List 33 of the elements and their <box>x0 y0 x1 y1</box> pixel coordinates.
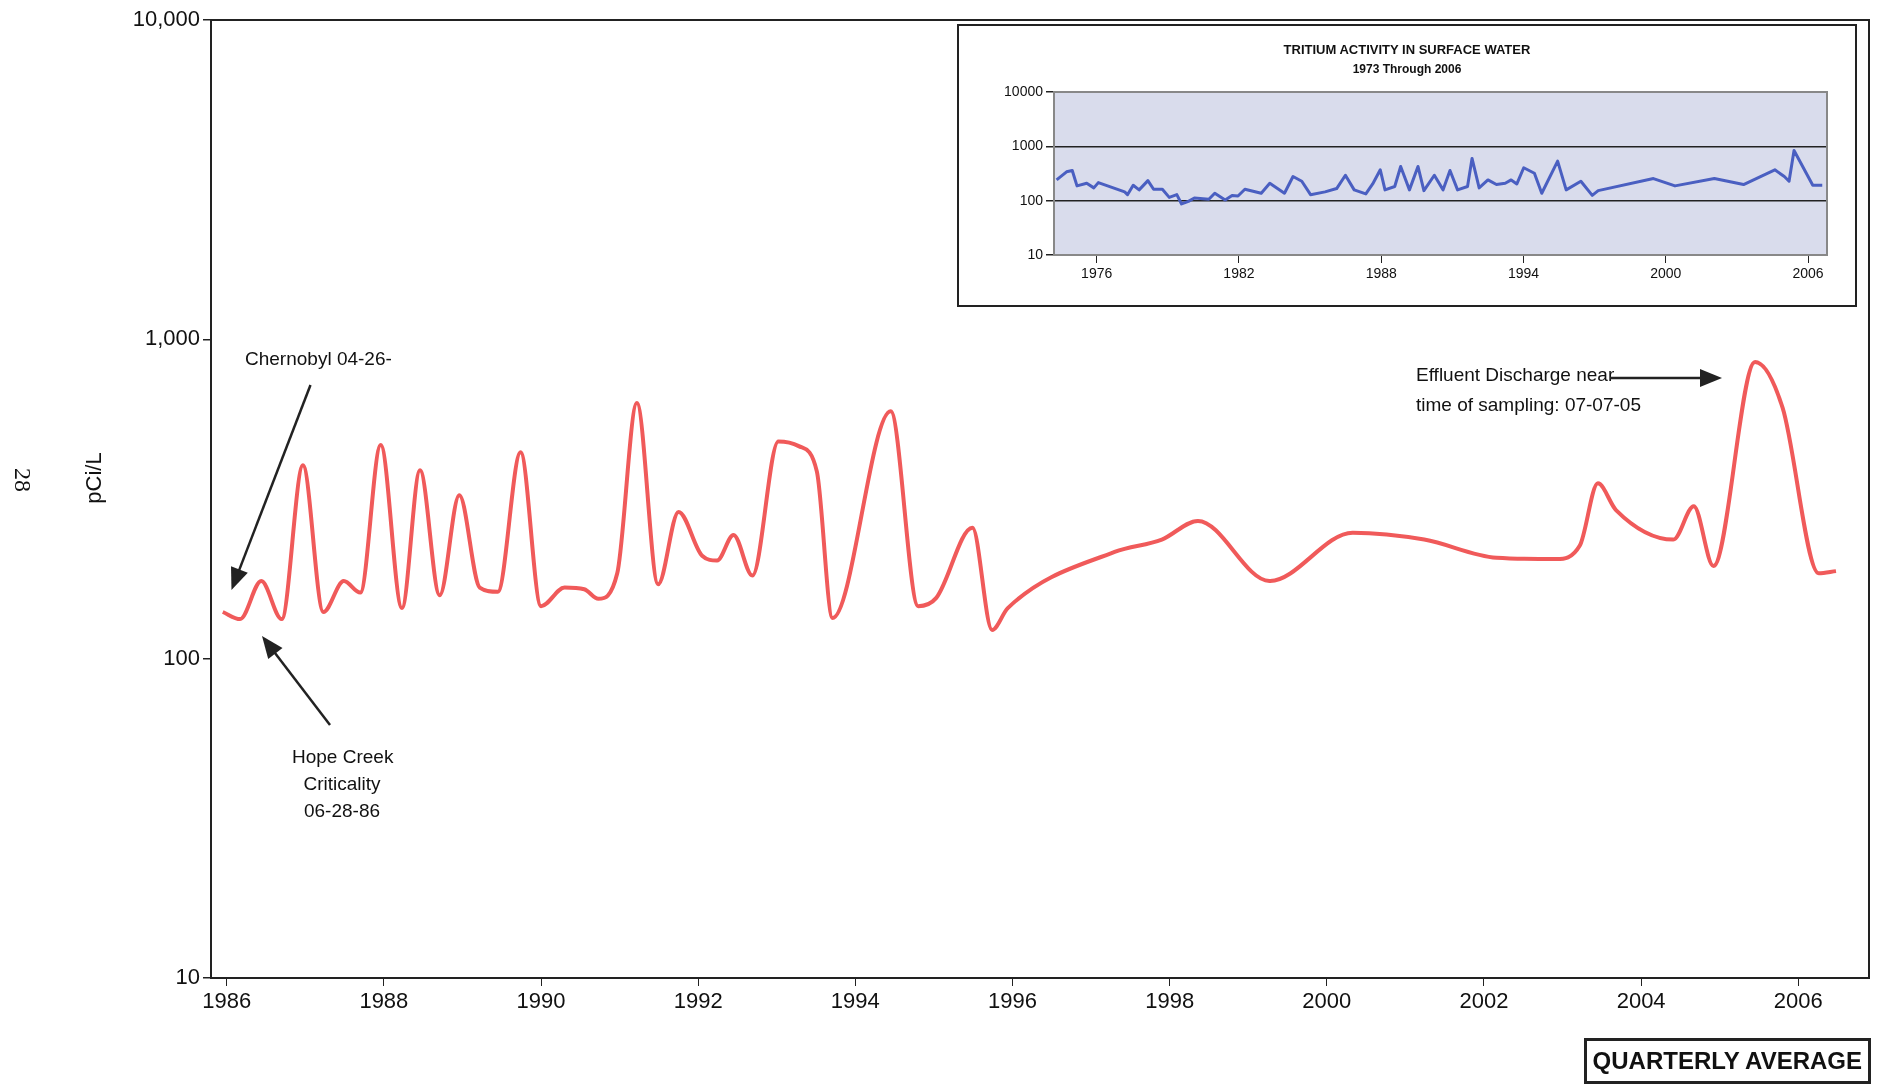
y-tick-label: 10,000 <box>132 6 200 32</box>
chart-title: TRITIUM ACTIVITY IN SURFACE WATER <box>1282 42 1532 57</box>
annotation: Hope Creek Criticality 06-28-86 <box>292 745 394 823</box>
x-tick-label: 1992 <box>673 988 723 1014</box>
x-tick-label: 1996 <box>988 988 1037 1014</box>
chart-subtitle: 1973 Through 2006 <box>1351 62 1463 76</box>
x-tick-label: 1988 <box>359 988 409 1014</box>
annotation: Effluent Discharge near time of sampling: 07-07-05 <box>1416 363 1641 417</box>
x-tick-label: 1976 <box>1081 265 1113 282</box>
x-tick-label: 1994 <box>830 988 880 1014</box>
x-tick-label: 2006 <box>1792 265 1824 282</box>
x-tick-label: 1998 <box>1145 988 1195 1014</box>
x-tick-label: 2000 <box>1650 265 1682 282</box>
y-tick-label: 100 <box>163 644 200 670</box>
y-tick-label: 1000 <box>1011 137 1044 154</box>
text: QUARTERLY AVERAGE <box>1583 1038 1871 1084</box>
annotation: Chernobyl 04-26- <box>245 348 392 370</box>
x-tick-label: 2002 <box>1459 988 1509 1014</box>
x-tick-label: 1988 <box>1365 265 1397 282</box>
y-tick-label: 10000 <box>1004 82 1044 99</box>
y-tick-label: 10 <box>1027 245 1044 262</box>
x-tick-label: 1986 <box>202 988 252 1014</box>
y-tick-label: 100 <box>1019 191 1044 208</box>
y-tick-label: 10 <box>175 964 200 990</box>
x-tick-label: 2000 <box>1302 988 1352 1014</box>
x-tick-label: 2006 <box>1773 988 1823 1014</box>
x-tick-label: 1994 <box>1507 265 1540 282</box>
text: 28 <box>8 468 36 492</box>
y-axis-title: pCi/L <box>81 452 107 504</box>
x-tick-label: 1990 <box>516 988 566 1014</box>
x-tick-label: 1982 <box>1223 265 1255 282</box>
x-tick-label: 2004 <box>1616 988 1666 1014</box>
y-tick-label: 1,000 <box>144 325 200 351</box>
